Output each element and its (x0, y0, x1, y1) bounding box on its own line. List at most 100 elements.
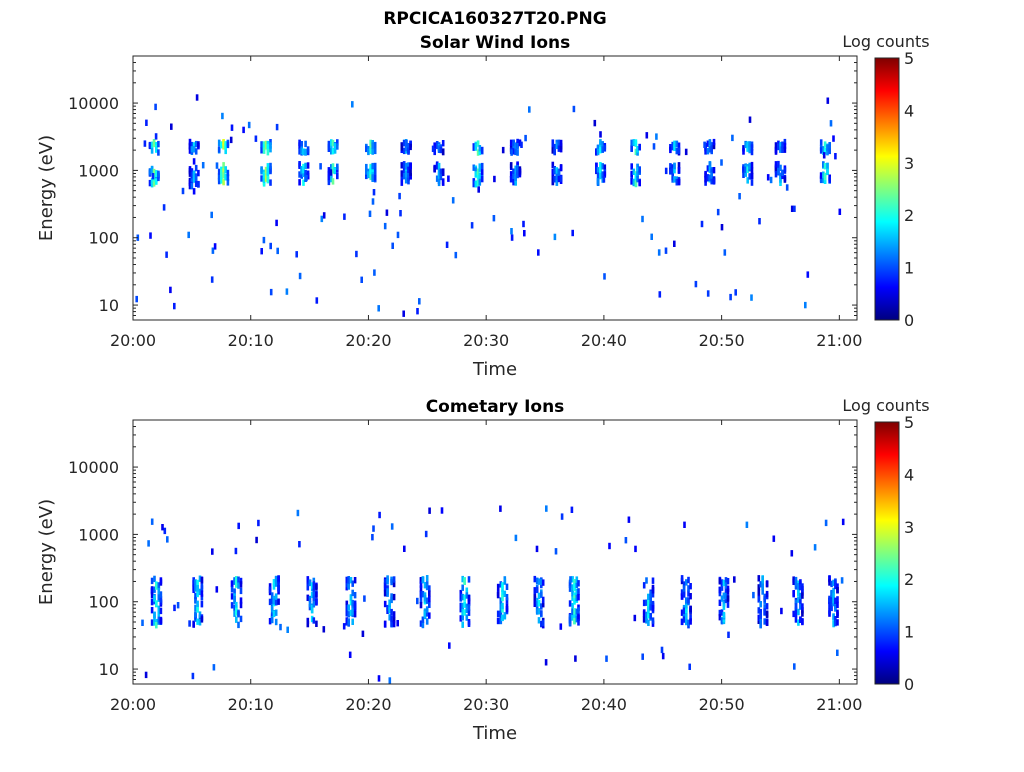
heatmap-cell (373, 168, 377, 175)
heatmap-cell (774, 171, 778, 178)
heatmap-cell (196, 618, 199, 625)
heatmap-cell (636, 171, 639, 178)
heatmap-cell (712, 178, 716, 185)
heatmap-cell (150, 619, 154, 626)
heatmap-cell (439, 168, 443, 175)
heatmap-cell (409, 173, 412, 180)
heatmap-cell (647, 605, 650, 612)
heatmap-cell (196, 590, 199, 598)
heatmap-cell (419, 581, 423, 588)
heatmap-cell (799, 603, 802, 610)
heatmap-cell (645, 617, 648, 624)
heatmap-cell (306, 584, 310, 591)
heatmap-cell (371, 142, 374, 149)
heatmap-cell (704, 176, 707, 183)
colorbar-tick-label: 3 (904, 154, 914, 173)
heatmap-cell (198, 611, 202, 618)
heatmap-cell (383, 621, 387, 628)
heatmap-cell (260, 141, 263, 148)
heatmap-cell (347, 604, 350, 611)
heatmap-cell (459, 615, 463, 622)
heatmap-cell (310, 591, 314, 599)
heatmap-cell (510, 234, 514, 241)
heatmap-cell (689, 593, 692, 600)
heatmap-cell (708, 174, 712, 181)
heatmap-cell (706, 148, 710, 155)
heatmap-cell (371, 162, 374, 170)
heatmap-cell (461, 614, 464, 621)
heatmap-cell (828, 142, 831, 149)
heatmap-cell (150, 147, 154, 154)
heatmap-cell (559, 623, 563, 630)
heatmap-cell (704, 148, 707, 155)
heatmap-cell (638, 179, 641, 187)
heatmap-cell (555, 142, 559, 149)
heatmap-cell (474, 144, 478, 151)
heatmap-cell (260, 248, 263, 255)
heatmap-cell (333, 143, 337, 150)
heatmap-cell (220, 177, 223, 184)
heatmap-cell (150, 577, 154, 585)
heatmap-cell (510, 228, 513, 235)
colorbar-tick-label: 1 (904, 623, 914, 642)
heatmap-cell (706, 174, 710, 181)
heatmap-cell (467, 609, 471, 616)
heatmap-cell (302, 166, 305, 174)
heatmap-cell (630, 139, 633, 146)
colorbar-tick-label: 2 (904, 570, 914, 589)
heatmap-cell (268, 583, 272, 590)
heatmap-cell (647, 612, 650, 619)
heatmap-cell (470, 222, 474, 229)
heatmap-cell (308, 600, 312, 608)
heatmap-cell (331, 139, 335, 147)
x-tick-label: 21:00 (816, 695, 862, 714)
heatmap-cell (239, 581, 243, 588)
heatmap-cell (557, 168, 561, 176)
heatmap-cell (763, 608, 766, 615)
heatmap-cell (634, 180, 638, 187)
heatmap-cell (651, 605, 655, 612)
heatmap-cell (834, 605, 837, 612)
heatmap-cell (720, 159, 723, 166)
heatmap-cell (431, 145, 435, 152)
heatmap-cell (373, 269, 376, 276)
heatmap-cell (196, 585, 199, 592)
heatmap-cell (677, 167, 681, 174)
heatmap-cell (834, 597, 837, 604)
heatmap-cell (459, 602, 463, 610)
heatmap-cell (568, 585, 572, 592)
heatmap-cell (419, 601, 423, 609)
heatmap-cell (750, 167, 754, 174)
heatmap-cell (150, 141, 154, 148)
colorbar-tick-label: 5 (904, 413, 914, 432)
heatmap-cell (404, 162, 408, 170)
y-tick-label: 100 (88, 593, 119, 612)
heatmap-cell (694, 280, 698, 288)
heatmap-cell (274, 609, 278, 616)
heatmap-cell (599, 131, 602, 138)
heatmap-cell (823, 141, 827, 148)
heatmap-cell (448, 642, 451, 649)
heatmap-cell (439, 146, 443, 154)
axis-ticks: 20:00 20:10 20:20 20:30 20:40 20:50 21:00 10 100… (68, 419, 862, 714)
heatmap-cell (155, 178, 158, 185)
heatmap-cell (188, 147, 192, 154)
heatmap-cell (801, 610, 804, 617)
heatmap-cell (390, 593, 393, 600)
heatmap-cell (150, 518, 154, 525)
heatmap-cell (467, 599, 471, 606)
heatmap-cell (797, 583, 800, 590)
heatmap-cell (463, 578, 466, 585)
heatmap-cell (230, 602, 234, 609)
heatmap-cell (636, 167, 639, 174)
heatmap-cell (148, 179, 152, 187)
heatmap-cell (392, 611, 396, 618)
heatmap-cell (467, 595, 471, 602)
heatmap-cell (569, 576, 572, 583)
heatmap-cell (596, 178, 600, 185)
heatmap-cell (650, 233, 653, 240)
heatmap-cell (634, 139, 638, 146)
heatmap-cell (421, 591, 425, 598)
heatmap-cell (829, 120, 833, 127)
